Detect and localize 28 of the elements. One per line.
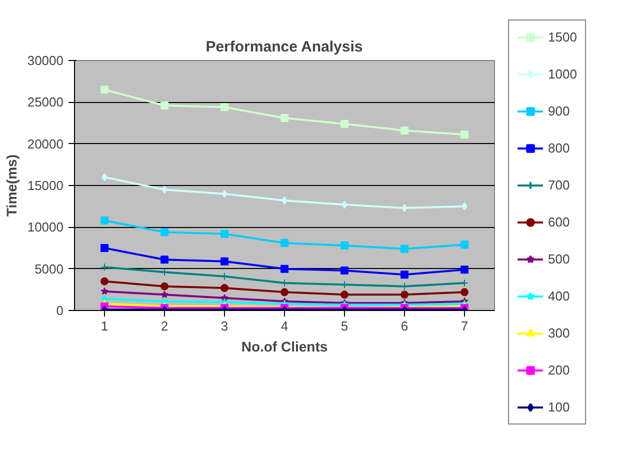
legend-label: 300 [548,324,570,342]
x-axis-title: No.of Clients [241,338,328,354]
legend-label: 900 [548,102,570,120]
chart-title: Performance Analysis [206,38,363,56]
x-tick-label: 4 [280,318,288,334]
legend-label: 400 [548,287,570,304]
legend-label: 600 [548,213,570,230]
legend-label: 1500 [548,28,577,46]
x-tick-label: 6 [400,318,408,334]
y-tick-label: 15000 [27,178,64,193]
x-tick-label: 7 [460,318,468,334]
legend-label: 800 [548,139,570,156]
y-tick-label: 30000 [27,53,64,68]
y-tick-label: 10000 [27,220,64,235]
y-tick-label: 0 [56,303,64,318]
x-tick-label: 3 [220,318,228,334]
legend-label: 100 [548,398,570,416]
legend-label: 1000 [548,65,577,82]
y-tick-label: 20000 [27,136,64,152]
y-tick-label: 5000 [34,261,64,276]
legend-label: 700 [548,176,570,194]
y-tick-label: 25000 [27,94,64,110]
y-axis-title: Time(ms) [3,154,20,216]
x-tick-label: 2 [160,318,168,334]
legend-label: 200 [548,361,570,378]
x-tick-label: 5 [340,318,348,334]
x-tick-label: 1 [100,318,108,334]
legend-label: 500 [548,250,570,268]
